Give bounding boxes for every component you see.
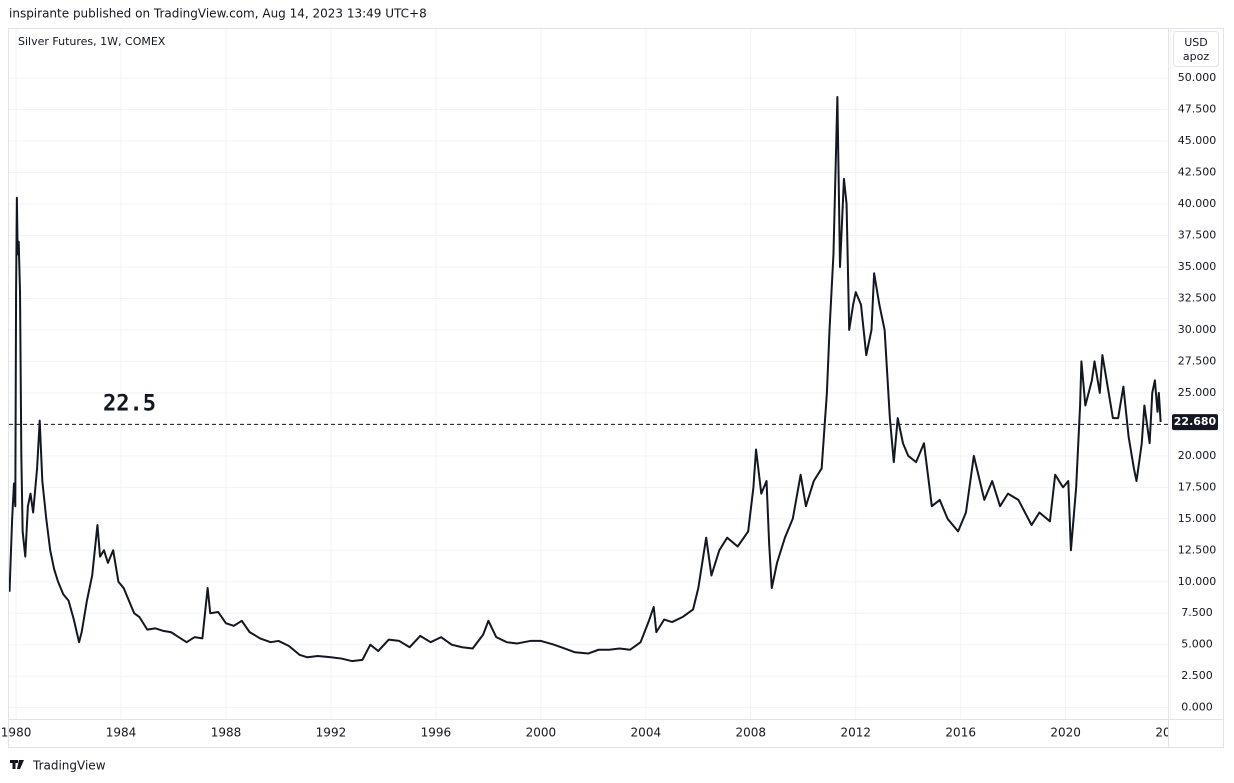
unit-label: USD bbox=[1184, 36, 1208, 49]
x-tick-label: 1980 bbox=[1, 726, 32, 740]
x-tick-label: 1992 bbox=[316, 726, 347, 740]
x-tick-label: 2024 bbox=[1155, 726, 1186, 740]
y-tick-label: 17.500 bbox=[1178, 480, 1217, 493]
x-tick-label: 2004 bbox=[631, 726, 662, 740]
legend-series: Silver Futures, 1W, COMEX bbox=[18, 35, 166, 48]
time-axis: 1980 1984 1988 1992 1996 2000 2004 2008 2012 2016… bbox=[1, 726, 1186, 740]
x-tick-label: 1996 bbox=[421, 726, 452, 740]
footer-brand: TradingView bbox=[32, 759, 106, 773]
y-tick-label: 15.000 bbox=[1178, 512, 1217, 525]
x-tick-label: 1988 bbox=[211, 726, 242, 740]
y-tick-label: 12.500 bbox=[1178, 543, 1217, 556]
x-tick-label: 2020 bbox=[1050, 726, 1081, 740]
annotation-label: 22.5 bbox=[103, 391, 156, 416]
x-tick-label: 2012 bbox=[840, 726, 871, 740]
x-tick-label: 2008 bbox=[736, 726, 767, 740]
plot-area bbox=[9, 95, 1168, 663]
y-tick-label: 25.000 bbox=[1178, 386, 1217, 399]
unit-sub-label: apoz bbox=[1183, 50, 1209, 63]
y-tick-label: 35.000 bbox=[1178, 260, 1217, 273]
y-tick-label: 42.500 bbox=[1178, 166, 1217, 179]
y-tick-label: 30.000 bbox=[1178, 323, 1217, 336]
last-price-box bbox=[1172, 414, 1218, 431]
y-tick-label: 47.500 bbox=[1178, 103, 1217, 116]
y-tick-label: 20.000 bbox=[1178, 449, 1217, 462]
y-tick-label: 2.500 bbox=[1181, 669, 1213, 682]
y-tick-label: 10.000 bbox=[1178, 575, 1217, 588]
chart-frame bbox=[8, 28, 1224, 748]
x-tick-label: 2016 bbox=[945, 726, 976, 740]
price-line bbox=[9, 95, 1162, 663]
y-tick-label: 32.500 bbox=[1178, 291, 1217, 304]
price-axis: 0.000 2.500 5.000 7.500 10.000 12.500 15.000 17… bbox=[1172, 71, 1218, 714]
y-tick-label: 45.000 bbox=[1178, 134, 1217, 147]
y-tick-label: 5.000 bbox=[1181, 638, 1213, 651]
y-tick-label: 27.500 bbox=[1178, 354, 1217, 367]
x-tick-label: 2000 bbox=[526, 726, 557, 740]
x-tick-label: 1984 bbox=[106, 726, 137, 740]
y-tick-label: 37.500 bbox=[1178, 228, 1217, 241]
brand-logo bbox=[10, 760, 24, 769]
last-price-label: 22.680 bbox=[1174, 415, 1217, 428]
y-tick-label: 40.000 bbox=[1178, 197, 1217, 210]
y-tick-label: 0.000 bbox=[1181, 701, 1213, 714]
y-tick-label: 50.000 bbox=[1178, 71, 1217, 84]
published-note: inspirante published on TradingView.com,… bbox=[9, 7, 427, 21]
unit-box bbox=[1173, 31, 1219, 67]
grid bbox=[9, 29, 1172, 719]
y-tick-label: 7.500 bbox=[1181, 606, 1213, 619]
